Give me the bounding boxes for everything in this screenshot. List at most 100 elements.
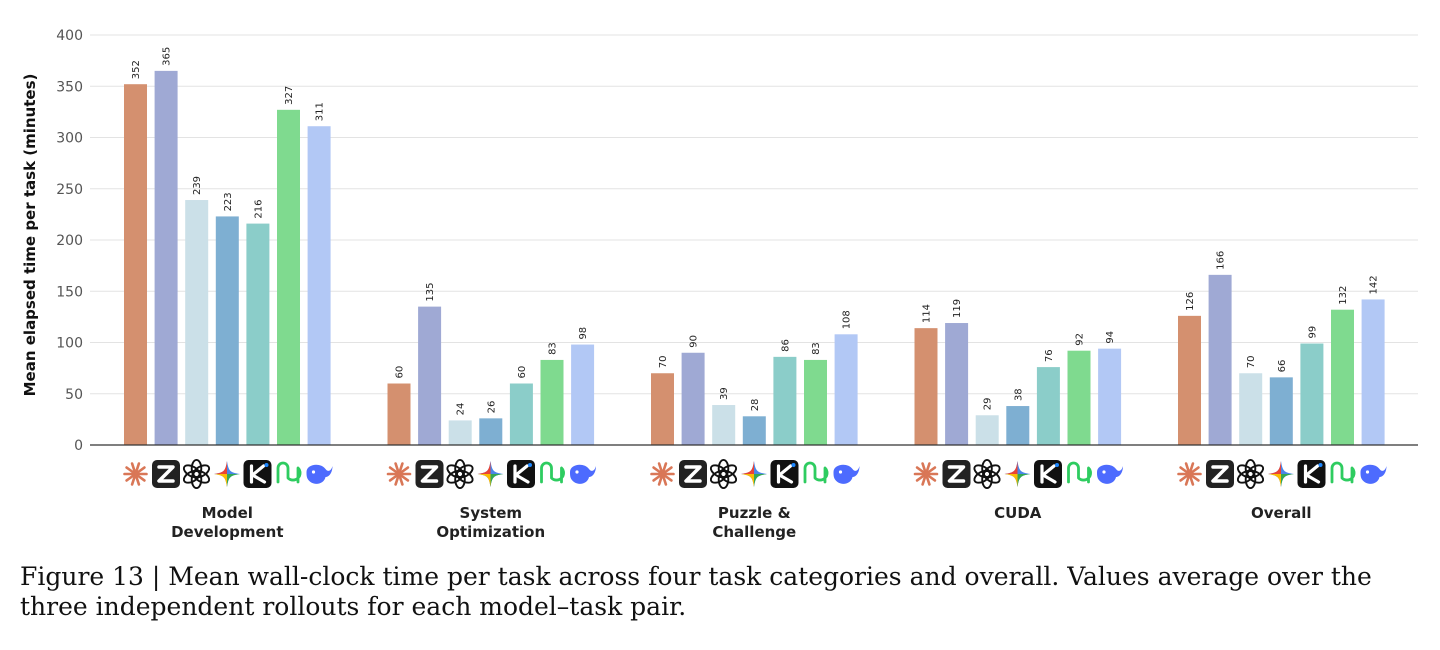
bar	[945, 323, 969, 445]
value-label: 142	[1369, 275, 1380, 294]
claude-icon	[386, 462, 412, 486]
openai-icon	[446, 458, 474, 490]
claude-icon	[913, 462, 939, 486]
minimax-wave	[276, 461, 302, 484]
category-label: Development	[171, 523, 283, 541]
openai-petal	[1236, 464, 1255, 479]
zhipu-z-icon	[942, 460, 971, 488]
bar	[277, 109, 300, 445]
value-label: 216	[253, 200, 264, 219]
gemini-red	[1004, 461, 1018, 474]
bar	[571, 344, 595, 445]
bar	[1239, 373, 1263, 445]
bar	[185, 200, 209, 445]
kimi-icon	[243, 460, 272, 488]
category-label: Puzzle &	[718, 504, 791, 522]
minimax-wave	[1330, 461, 1356, 484]
value-label: 39	[719, 387, 730, 400]
bar	[834, 334, 858, 445]
claude-ray	[134, 466, 146, 476]
deepseek-whale	[1097, 464, 1123, 484]
bar	[681, 352, 705, 445]
deepseek-icon	[1360, 464, 1387, 484]
minimax-wave	[540, 461, 565, 484]
gemini-yellow	[214, 474, 227, 487]
openai-icon	[1236, 458, 1265, 490]
value-label: 126	[1185, 292, 1196, 311]
deepseek-eye	[1365, 470, 1370, 474]
value-label: 327	[284, 86, 295, 105]
y-tick-label: 0	[74, 438, 83, 454]
kimi-dot	[528, 463, 532, 467]
claude-ray	[1188, 466, 1200, 476]
value-labels: 352 365 239 223 216 327 311 60 135 24 26 60 83 98 70 90…	[131, 47, 1380, 416]
bars	[124, 70, 1385, 445]
openai-petal	[709, 464, 728, 479]
bar	[509, 383, 533, 445]
bar	[742, 416, 766, 445]
bar	[418, 306, 442, 445]
gemini-green	[227, 474, 240, 487]
y-tick-label: 150	[56, 284, 83, 300]
gemini-green	[490, 474, 504, 487]
y-tick-label: 50	[65, 387, 83, 403]
k-letter	[249, 464, 267, 484]
openai-icon	[709, 458, 738, 490]
bar	[975, 415, 999, 445]
value-label: 239	[192, 176, 203, 195]
category-label: Challenge	[712, 523, 796, 541]
value-label: 99	[1307, 326, 1318, 339]
bar	[1269, 377, 1293, 445]
z-letter	[420, 465, 439, 483]
value-label: 90	[689, 335, 700, 348]
bar-chart: 0 50 100 150 200 250 300 350 400 Mean elapsed ti…	[21, 28, 1418, 541]
value-label: 92	[1075, 333, 1086, 346]
value-label: 365	[162, 47, 173, 66]
kimi-icon	[770, 460, 799, 488]
y-axis-label: Mean elapsed time per task (minutes)	[21, 74, 39, 397]
category-label: Model	[202, 504, 253, 522]
bar	[712, 405, 736, 445]
value-label: 26	[486, 401, 497, 414]
bar	[307, 126, 331, 445]
bar	[1361, 299, 1385, 445]
value-label: 83	[811, 342, 822, 355]
deepseek-icon	[833, 464, 860, 484]
value-label: 29	[983, 398, 994, 411]
gemini-yellow	[1268, 474, 1281, 487]
value-label: 28	[750, 399, 761, 412]
value-label: 38	[1013, 388, 1024, 401]
bar	[1300, 343, 1324, 445]
y-tick-label: 200	[56, 233, 83, 249]
gemini-icon	[477, 461, 504, 487]
zhipu-z-icon	[679, 460, 707, 488]
minimax-wave	[1067, 461, 1092, 484]
bar	[540, 359, 564, 445]
value-label: 70	[1246, 356, 1257, 369]
value-label: 98	[578, 327, 589, 340]
value-label: 60	[395, 366, 406, 379]
bar	[1098, 348, 1122, 445]
bar	[1067, 350, 1091, 445]
value-label: 94	[1105, 331, 1116, 344]
deepseek-icon	[1097, 464, 1123, 484]
kimi-dot	[1055, 463, 1059, 467]
value-label: 66	[1277, 360, 1288, 373]
y-tick-label: 100	[56, 336, 83, 352]
zhipu-z-icon	[1206, 460, 1234, 488]
z-letter	[1211, 465, 1229, 483]
bar	[1178, 315, 1201, 445]
kimi-dot	[1318, 463, 1323, 467]
bar	[154, 70, 178, 445]
k-letter	[776, 464, 794, 484]
y-tick-label: 300	[56, 131, 83, 147]
value-label: 132	[1338, 286, 1349, 305]
deepseek-whale	[1360, 464, 1387, 484]
kimi-dot	[264, 463, 269, 467]
deepseek-eye	[311, 470, 316, 474]
gemini-icon	[1268, 461, 1294, 487]
bar	[651, 373, 674, 445]
z-letter	[157, 465, 175, 483]
claude-icon	[1177, 462, 1202, 486]
